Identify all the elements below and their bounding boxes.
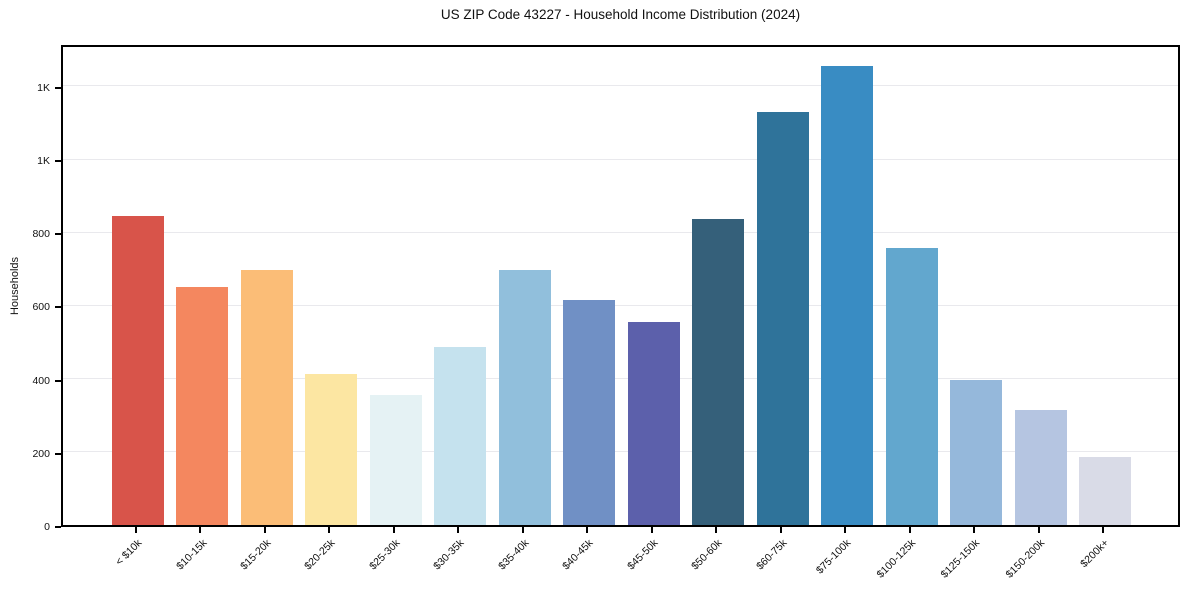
bar [176,287,229,525]
gridline [63,451,1178,453]
gridline [63,304,1178,306]
bar [240,269,293,525]
x-tick-mark [328,527,331,533]
y-tick-mark [55,233,61,236]
x-tick-mark [779,527,782,533]
x-tick-label: $200k+ [1078,537,1112,571]
y-tick-mark [55,526,61,528]
chart-title: US ZIP Code 43227 - Household Income Dis… [440,7,801,22]
x-tick-mark [908,527,911,533]
x-tick-mark [650,527,653,533]
y-tick-label: 800 [32,228,50,241]
x-tick-mark [457,527,460,533]
y-tick-mark [55,452,61,455]
y-tick-mark [55,86,61,89]
bar [692,219,745,525]
x-tick-mark [135,527,137,533]
gridline [63,85,1178,87]
bar [950,379,1003,525]
bar [369,394,422,525]
y-tick-label: 200 [32,447,50,460]
gridline [63,158,1178,160]
plot-area [61,45,1180,527]
bar [563,299,616,525]
bar [498,269,551,525]
x-tick-mark [715,527,718,533]
y-tick-label: 600 [32,301,50,314]
gridline [63,231,1178,233]
x-tick-mark [392,527,395,533]
bar [305,374,358,525]
y-tick-mark [55,160,61,163]
y-tick-mark [55,379,61,382]
x-tick-mark [1037,527,1040,533]
y-tick-label: 0 [44,521,50,533]
y-tick-label: 1K [37,81,50,94]
x-tick-mark [586,527,589,533]
x-tick-mark [1102,527,1105,533]
bar [112,215,164,525]
bar [627,321,680,525]
bar [1014,409,1067,525]
bar [885,248,938,525]
x-tick-mark [199,527,202,533]
x-tick-mark [521,527,524,533]
x-tick-mark [844,527,847,533]
y-tick-mark [55,306,61,309]
bar [1079,457,1132,525]
bar [821,66,874,525]
bar [756,112,809,525]
y-tick-label: 400 [32,374,50,387]
bar [434,346,487,525]
y-tick-label: 1K [37,155,50,168]
x-tick-mark [263,527,266,533]
gridline [63,378,1178,380]
x-tick-mark [973,527,976,533]
